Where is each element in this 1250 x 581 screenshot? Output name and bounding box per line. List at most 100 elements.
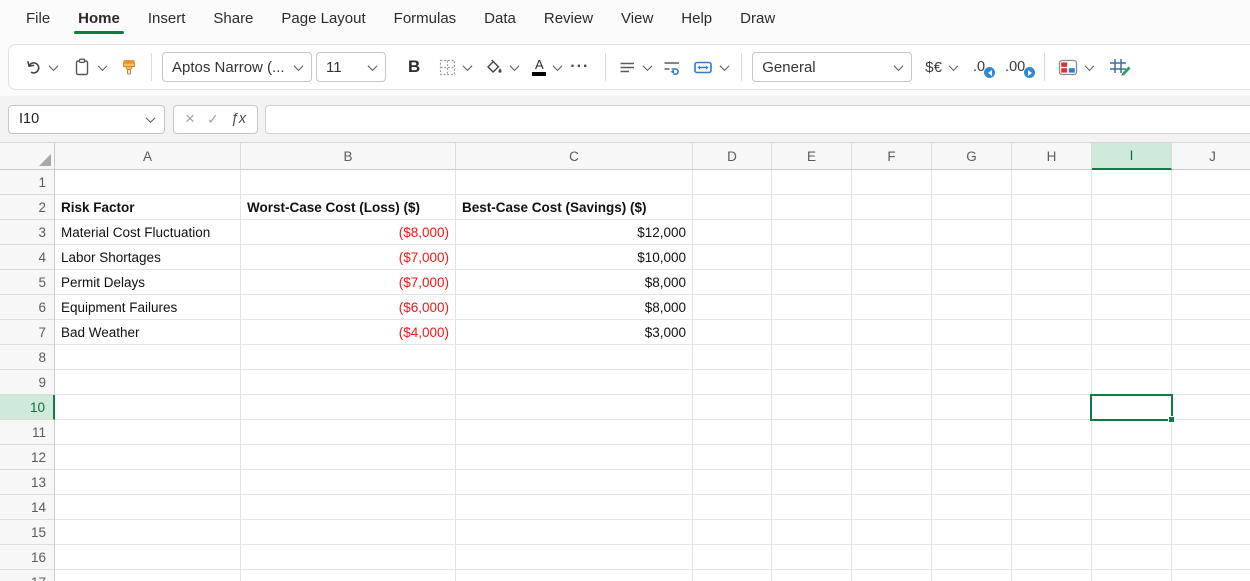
cell-i5[interactable] <box>1092 270 1172 295</box>
cell-g14[interactable] <box>932 495 1012 520</box>
cell-i2[interactable] <box>1092 195 1172 220</box>
cell-f5[interactable] <box>852 270 932 295</box>
cell-a14[interactable] <box>55 495 241 520</box>
column-header-g[interactable]: G <box>932 143 1012 170</box>
row-header-2[interactable]: 2 <box>0 195 55 220</box>
cell-g7[interactable] <box>932 320 1012 345</box>
cell-a5[interactable]: Permit Delays <box>55 270 241 295</box>
cell-a9[interactable] <box>55 370 241 395</box>
cell-f1[interactable] <box>852 170 932 195</box>
menu-tab-formulas[interactable]: Formulas <box>393 9 457 27</box>
cell-f15[interactable] <box>852 520 932 545</box>
cell-j9[interactable] <box>1172 370 1250 395</box>
cell-g2[interactable] <box>932 195 1012 220</box>
cell-b9[interactable] <box>241 370 456 395</box>
cell-f7[interactable] <box>852 320 932 345</box>
cell-f14[interactable] <box>852 495 932 520</box>
cell-b6[interactable]: ($6,000) <box>241 295 456 320</box>
cell-e4[interactable] <box>772 245 852 270</box>
cell-f12[interactable] <box>852 445 932 470</box>
format-as-table-button[interactable] <box>1106 51 1134 83</box>
cell-i17[interactable] <box>1092 570 1172 581</box>
cell-b1[interactable] <box>241 170 456 195</box>
cell-i15[interactable] <box>1092 520 1172 545</box>
cell-f4[interactable] <box>852 245 932 270</box>
cell-f8[interactable] <box>852 345 932 370</box>
cell-d17[interactable] <box>693 570 772 581</box>
cell-b16[interactable] <box>241 545 456 570</box>
cell-d11[interactable] <box>693 420 772 445</box>
row-header-7[interactable]: 7 <box>0 320 55 345</box>
row-header-15[interactable]: 15 <box>0 520 55 545</box>
cell-b11[interactable] <box>241 420 456 445</box>
cell-h5[interactable] <box>1012 270 1092 295</box>
cell-d4[interactable] <box>693 245 772 270</box>
column-header-b[interactable]: B <box>241 143 456 170</box>
cell-j10[interactable] <box>1172 395 1250 420</box>
cell-b13[interactable] <box>241 470 456 495</box>
row-header-10[interactable]: 10 <box>0 395 55 420</box>
menu-tab-page-layout[interactable]: Page Layout <box>281 9 366 27</box>
column-header-h[interactable]: H <box>1012 143 1092 170</box>
cell-c12[interactable] <box>456 445 693 470</box>
cell-e11[interactable] <box>772 420 852 445</box>
cell-f9[interactable] <box>852 370 932 395</box>
cell-a7[interactable]: Bad Weather <box>55 320 241 345</box>
insert-function-button[interactable]: ƒx <box>226 111 251 127</box>
cell-j5[interactable] <box>1172 270 1250 295</box>
cell-a1[interactable] <box>55 170 241 195</box>
cancel-button[interactable]: × <box>180 109 200 129</box>
cell-g11[interactable] <box>932 420 1012 445</box>
cell-g17[interactable] <box>932 570 1012 581</box>
cell-g12[interactable] <box>932 445 1012 470</box>
cell-j14[interactable] <box>1172 495 1250 520</box>
cell-e2[interactable] <box>772 195 852 220</box>
cell-i6[interactable] <box>1092 295 1172 320</box>
cell-c14[interactable] <box>456 495 693 520</box>
cell-j8[interactable] <box>1172 345 1250 370</box>
cell-j11[interactable] <box>1172 420 1250 445</box>
cell-h13[interactable] <box>1012 470 1092 495</box>
cell-d5[interactable] <box>693 270 772 295</box>
cell-c3[interactable]: $12,000 <box>456 220 693 245</box>
column-header-e[interactable]: E <box>772 143 852 170</box>
column-header-j[interactable]: J <box>1172 143 1250 170</box>
cell-e16[interactable] <box>772 545 852 570</box>
cell-e15[interactable] <box>772 520 852 545</box>
menu-tab-review[interactable]: Review <box>543 9 594 27</box>
cell-g10[interactable] <box>932 395 1012 420</box>
wrap-text-button[interactable] <box>660 51 684 83</box>
menu-tab-share[interactable]: Share <box>213 9 254 27</box>
bold-button[interactable]: B <box>400 51 428 83</box>
cell-h14[interactable] <box>1012 495 1092 520</box>
number-format-select[interactable]: General <box>752 52 913 82</box>
cell-f16[interactable] <box>852 545 932 570</box>
cell-b2[interactable]: Worst-Case Cost (Loss) ($) <box>241 195 456 220</box>
cell-d2[interactable] <box>693 195 772 220</box>
cell-c10[interactable] <box>456 395 693 420</box>
cell-d12[interactable] <box>693 445 772 470</box>
format-painter-button[interactable] <box>117 51 141 83</box>
row-header-14[interactable]: 14 <box>0 495 55 520</box>
row-header-4[interactable]: 4 <box>0 245 55 270</box>
cell-d14[interactable] <box>693 495 772 520</box>
cell-h8[interactable] <box>1012 345 1092 370</box>
cell-b8[interactable] <box>241 345 456 370</box>
row-header-1[interactable]: 1 <box>0 170 55 195</box>
cell-c6[interactable]: $8,000 <box>456 295 693 320</box>
cell-h4[interactable] <box>1012 245 1092 270</box>
row-header-5[interactable]: 5 <box>0 270 55 295</box>
cell-j1[interactable] <box>1172 170 1250 195</box>
cell-d7[interactable] <box>693 320 772 345</box>
cell-i9[interactable] <box>1092 370 1172 395</box>
menu-tab-view[interactable]: View <box>621 9 654 27</box>
cell-g3[interactable] <box>932 220 1012 245</box>
cell-i8[interactable] <box>1092 345 1172 370</box>
cell-c1[interactable] <box>456 170 693 195</box>
cell-g9[interactable] <box>932 370 1012 395</box>
cell-c13[interactable] <box>456 470 693 495</box>
cell-b3[interactable]: ($8,000) <box>241 220 456 245</box>
cell-b12[interactable] <box>241 445 456 470</box>
cell-a8[interactable] <box>55 345 241 370</box>
row-header-6[interactable]: 6 <box>0 295 55 320</box>
